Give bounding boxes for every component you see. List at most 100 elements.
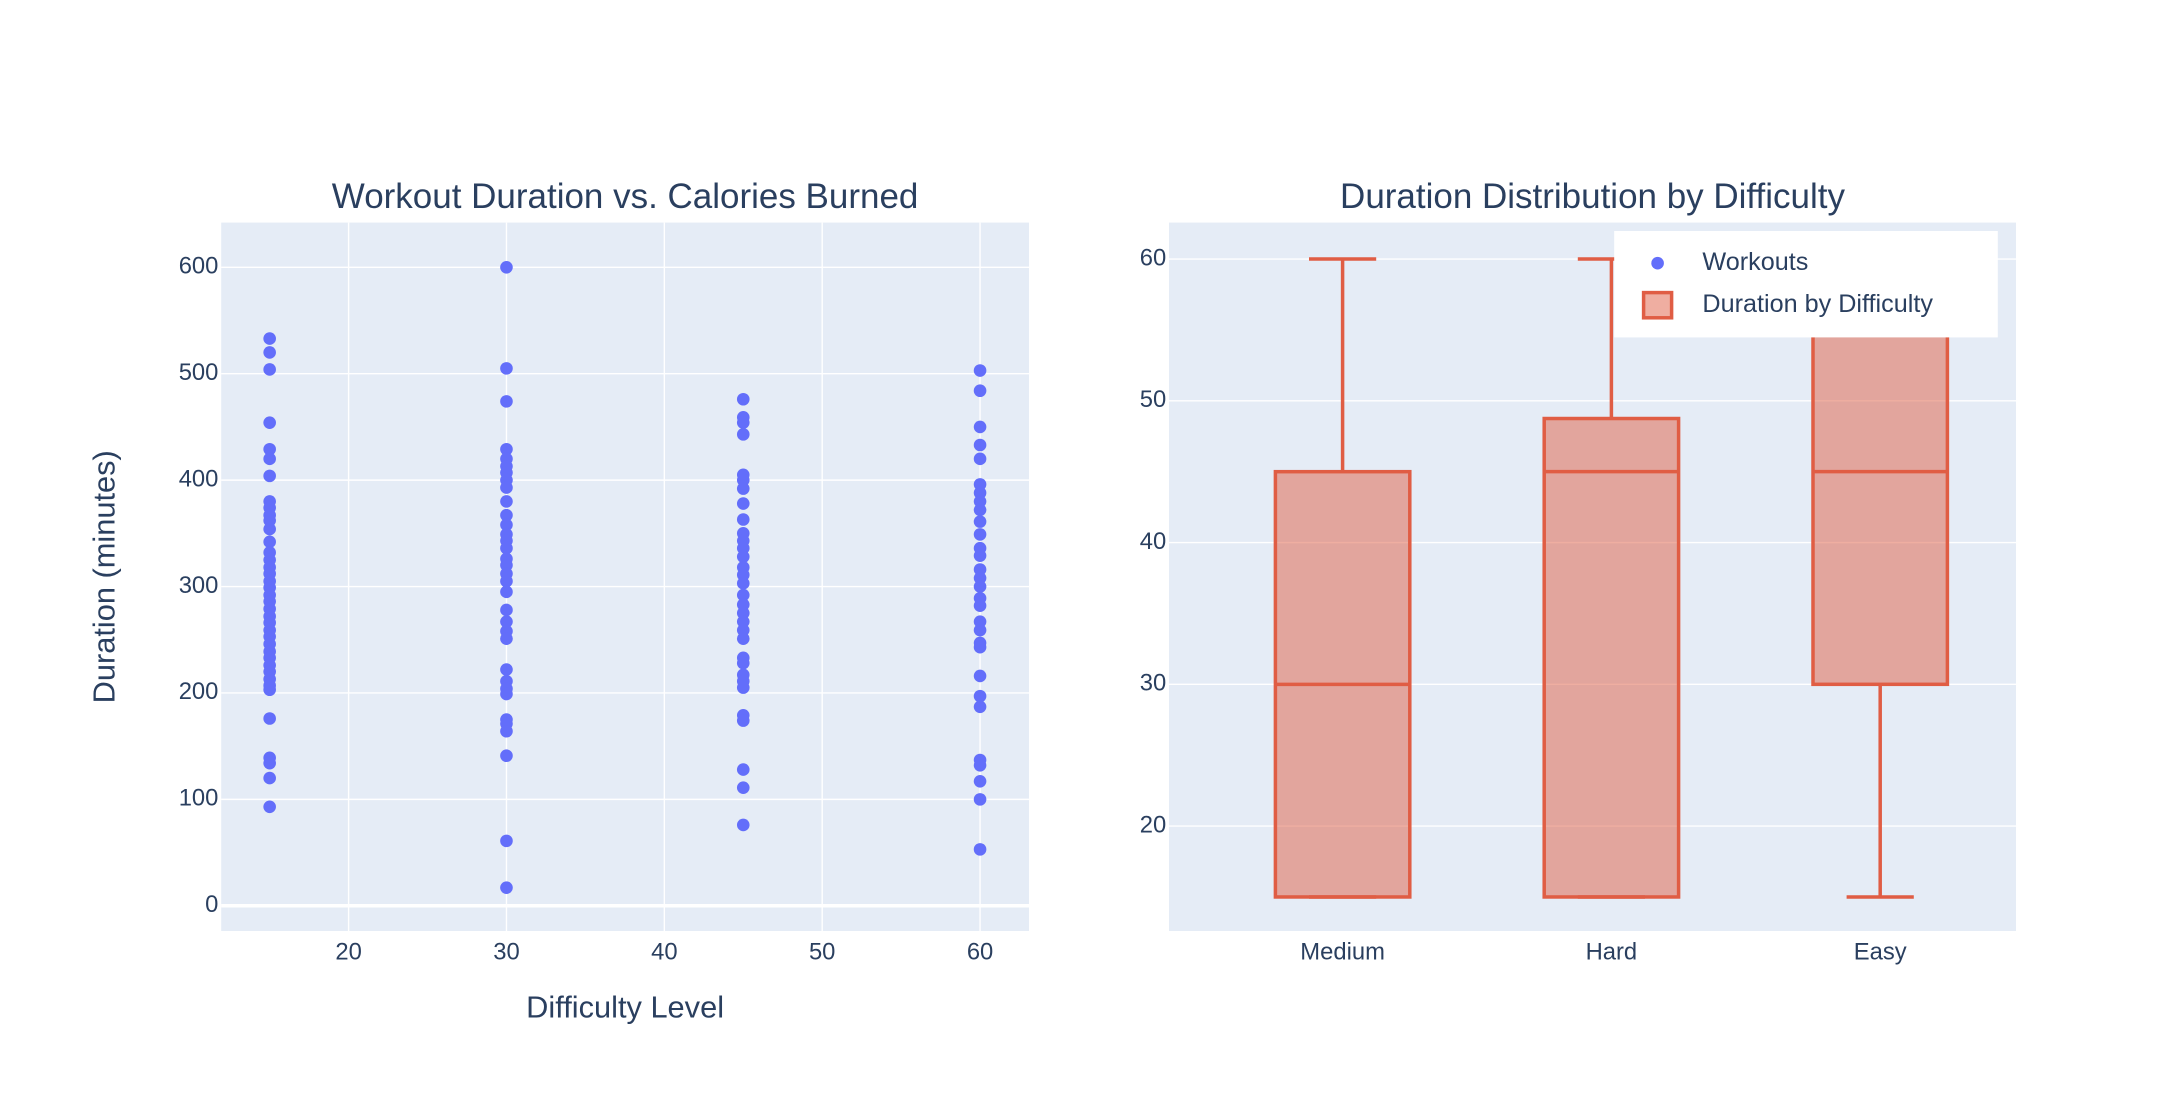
data-point — [973, 700, 987, 714]
data-point — [263, 363, 276, 376]
data-point — [736, 513, 750, 526]
data-point — [500, 881, 513, 894]
y-tick-label: 40 — [1140, 528, 1166, 555]
y-tick-label: 400 — [179, 465, 219, 492]
x-tick-label: Easy — [1854, 939, 1907, 966]
data-point — [736, 428, 750, 441]
data-point — [500, 687, 513, 701]
data-point — [500, 834, 513, 848]
y-tick-label: 500 — [179, 359, 219, 386]
chart-title: Duration Distribution by Difficulty — [1340, 177, 1845, 216]
data-point — [500, 615, 513, 628]
plot-area — [221, 222, 1030, 931]
y-axis-title: Duration (minutes) — [87, 450, 122, 703]
y-tick-label: 60 — [1140, 244, 1166, 271]
data-point — [973, 515, 987, 528]
x-tick-label: 60 — [967, 939, 993, 966]
data-point — [736, 763, 750, 776]
data-point — [736, 550, 750, 564]
data-point — [736, 482, 750, 495]
y-tick-label: 300 — [179, 572, 219, 599]
data-point — [736, 588, 750, 602]
data-point — [263, 522, 276, 536]
x-tick-label: 30 — [493, 939, 519, 966]
data-point — [500, 663, 513, 676]
data-point — [736, 632, 750, 645]
legend-label: Workouts — [1702, 248, 1808, 276]
y-tick-label: 0 — [205, 891, 218, 918]
x-tick-label: 50 — [809, 939, 835, 966]
data-point — [736, 656, 750, 670]
data-point — [263, 535, 276, 549]
x-tick-label: 20 — [335, 939, 361, 966]
legend: Workouts Duration by Difficulty — [1614, 230, 1998, 338]
data-point — [736, 818, 750, 832]
box — [1542, 416, 1681, 899]
data-point — [736, 416, 750, 429]
y-tick-label: 600 — [179, 253, 219, 280]
data-point — [973, 528, 987, 541]
legend-box — [1614, 230, 1998, 338]
data-point — [500, 481, 513, 494]
data-point — [973, 689, 987, 703]
y-tick-label: 200 — [179, 678, 219, 705]
data-point — [973, 623, 987, 637]
data-point — [736, 577, 750, 590]
data-point — [736, 681, 750, 694]
data-point — [973, 774, 987, 788]
data-point — [500, 395, 513, 408]
data-point — [263, 683, 276, 697]
data-point — [263, 756, 276, 770]
data-point — [973, 420, 987, 434]
data-point — [263, 712, 276, 725]
data-point — [263, 346, 276, 359]
data-point — [973, 843, 987, 856]
data-point — [500, 603, 513, 617]
data-point — [973, 438, 987, 452]
chart-title: Workout Duration vs. Calories Burned — [332, 177, 919, 216]
data-point — [500, 442, 513, 456]
data-point — [263, 416, 276, 429]
data-point — [973, 793, 987, 806]
data-point — [500, 585, 513, 599]
data-point — [973, 549, 987, 562]
legend-marker — [1641, 290, 1674, 320]
y-tick-label: 100 — [179, 785, 219, 812]
data-point — [973, 503, 987, 517]
data-point — [736, 392, 750, 406]
data-point — [736, 714, 750, 727]
data-point — [500, 362, 513, 375]
data-point — [973, 384, 987, 398]
data-point — [973, 452, 987, 466]
x-axis-title: Difficulty Level — [526, 990, 724, 1025]
data-point — [263, 332, 276, 345]
legend-marker — [1651, 256, 1664, 270]
x-tick-label: Medium — [1300, 939, 1385, 966]
data-point — [500, 518, 513, 532]
y-tick-label: 20 — [1140, 811, 1166, 838]
legend-label: Duration by Difficulty — [1702, 290, 1933, 318]
data-point — [973, 580, 987, 593]
data-point — [263, 771, 276, 785]
data-point — [500, 724, 513, 738]
data-point — [973, 640, 987, 654]
data-point — [973, 669, 987, 683]
data-point — [736, 497, 750, 510]
data-point — [500, 749, 513, 763]
data-point — [500, 508, 513, 522]
data-point — [263, 469, 276, 483]
data-point — [263, 442, 276, 456]
data-point — [736, 781, 750, 794]
data-point — [500, 541, 513, 555]
data-point — [263, 452, 276, 466]
y-tick-label: 30 — [1140, 670, 1166, 697]
data-point — [973, 759, 987, 772]
data-point — [500, 260, 513, 274]
x-tick-label: 40 — [651, 939, 677, 966]
data-point — [500, 495, 513, 508]
data-point — [500, 574, 513, 588]
y-tick-label: 50 — [1140, 386, 1166, 413]
x-tick-label: Hard — [1586, 939, 1638, 966]
